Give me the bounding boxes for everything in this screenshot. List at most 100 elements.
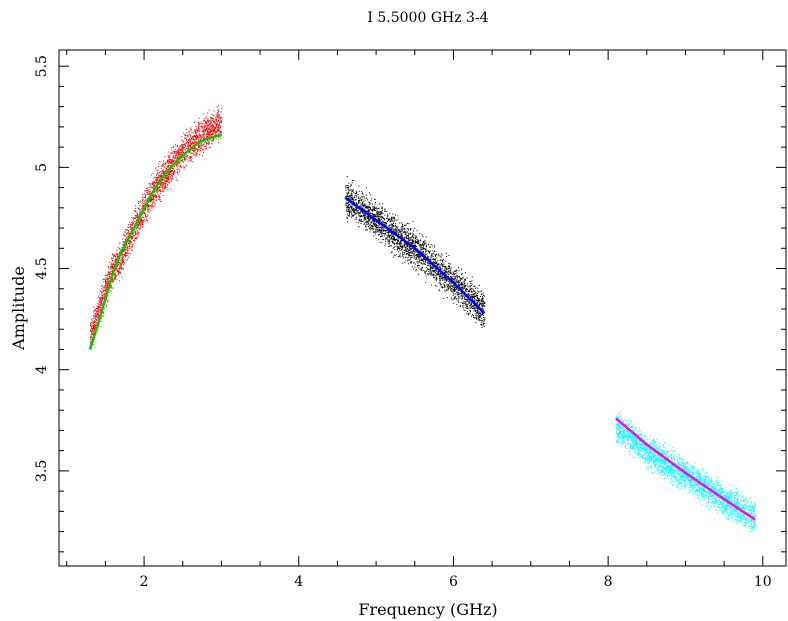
data-point xyxy=(455,287,457,289)
data-point xyxy=(366,216,368,218)
data-point xyxy=(192,136,193,138)
data-point xyxy=(122,243,124,245)
data-point xyxy=(211,128,213,130)
data-point xyxy=(445,252,447,254)
data-point xyxy=(197,135,199,137)
data-point xyxy=(198,140,200,142)
data-point xyxy=(218,139,220,141)
data-point xyxy=(105,280,107,282)
data-point xyxy=(455,270,457,272)
data-point xyxy=(217,125,219,127)
data-point xyxy=(134,234,135,236)
data-point xyxy=(120,258,122,260)
data-point xyxy=(113,254,115,256)
data-point xyxy=(374,213,376,215)
data-point xyxy=(203,152,204,154)
data-point xyxy=(96,320,98,321)
data-point xyxy=(427,265,429,266)
data-point xyxy=(159,183,161,185)
data-point xyxy=(126,249,128,251)
data-point xyxy=(466,285,468,287)
data-point xyxy=(440,268,442,270)
data-point xyxy=(119,264,121,266)
data-point xyxy=(422,263,424,265)
data-point xyxy=(372,203,374,205)
data-point xyxy=(394,231,395,233)
data-point xyxy=(93,315,95,317)
data-point xyxy=(429,272,431,274)
data-point xyxy=(350,199,351,201)
data-point xyxy=(444,272,446,274)
data-point xyxy=(359,216,361,218)
data-point xyxy=(133,217,135,219)
data-point xyxy=(452,294,454,296)
data-point xyxy=(374,210,376,211)
data-point xyxy=(170,172,171,173)
data-point xyxy=(112,265,113,267)
data-point xyxy=(119,272,121,274)
data-point xyxy=(449,272,451,274)
data-point xyxy=(144,196,146,198)
data-point xyxy=(474,297,476,299)
data-point xyxy=(434,254,436,256)
data-point xyxy=(410,240,412,241)
data-point xyxy=(140,220,142,222)
data-point xyxy=(406,246,408,248)
data-point xyxy=(384,230,386,232)
data-point xyxy=(482,300,484,302)
data-point xyxy=(204,119,206,121)
data-point xyxy=(411,243,413,245)
data-point xyxy=(100,300,102,302)
data-point xyxy=(390,239,392,241)
data-point xyxy=(99,301,101,303)
data-point xyxy=(130,241,132,243)
data-point xyxy=(449,287,451,289)
data-point xyxy=(422,244,424,246)
data-point xyxy=(425,266,427,268)
data-point xyxy=(142,213,144,215)
data-point xyxy=(189,142,191,144)
data-point xyxy=(366,197,368,199)
data-point xyxy=(393,237,395,239)
data-point xyxy=(219,121,221,123)
data-point xyxy=(90,337,92,339)
data-point xyxy=(391,241,393,243)
data-point xyxy=(98,307,99,309)
data-point xyxy=(471,291,472,293)
data-point xyxy=(109,273,111,275)
data-point xyxy=(218,137,220,139)
data-point xyxy=(480,299,482,301)
data-point xyxy=(170,178,172,180)
data-point xyxy=(401,227,403,229)
data-point xyxy=(178,153,179,155)
data-point xyxy=(172,168,174,169)
data-point xyxy=(450,276,452,278)
data-point xyxy=(198,138,199,140)
data-point xyxy=(123,235,125,237)
data-point xyxy=(386,235,388,237)
data-point xyxy=(170,181,172,183)
data-point xyxy=(145,198,147,200)
data-point xyxy=(195,152,197,154)
data-point xyxy=(190,152,192,154)
data-point xyxy=(384,210,386,212)
data-point xyxy=(203,148,205,150)
data-point xyxy=(448,273,450,275)
data-point xyxy=(118,253,120,255)
data-point xyxy=(112,279,113,280)
data-point xyxy=(91,327,93,329)
data-point xyxy=(391,234,393,236)
data-point xyxy=(175,154,177,156)
data-point xyxy=(440,286,442,288)
data-point xyxy=(174,148,176,150)
data-point xyxy=(400,240,402,242)
data-point xyxy=(205,120,207,122)
data-point xyxy=(190,139,192,141)
data-point xyxy=(412,242,414,244)
data-point xyxy=(441,278,443,280)
data-point xyxy=(213,130,215,132)
data-point xyxy=(392,216,394,218)
data-point xyxy=(180,154,182,156)
data-point xyxy=(170,174,172,176)
data-point xyxy=(99,298,101,300)
